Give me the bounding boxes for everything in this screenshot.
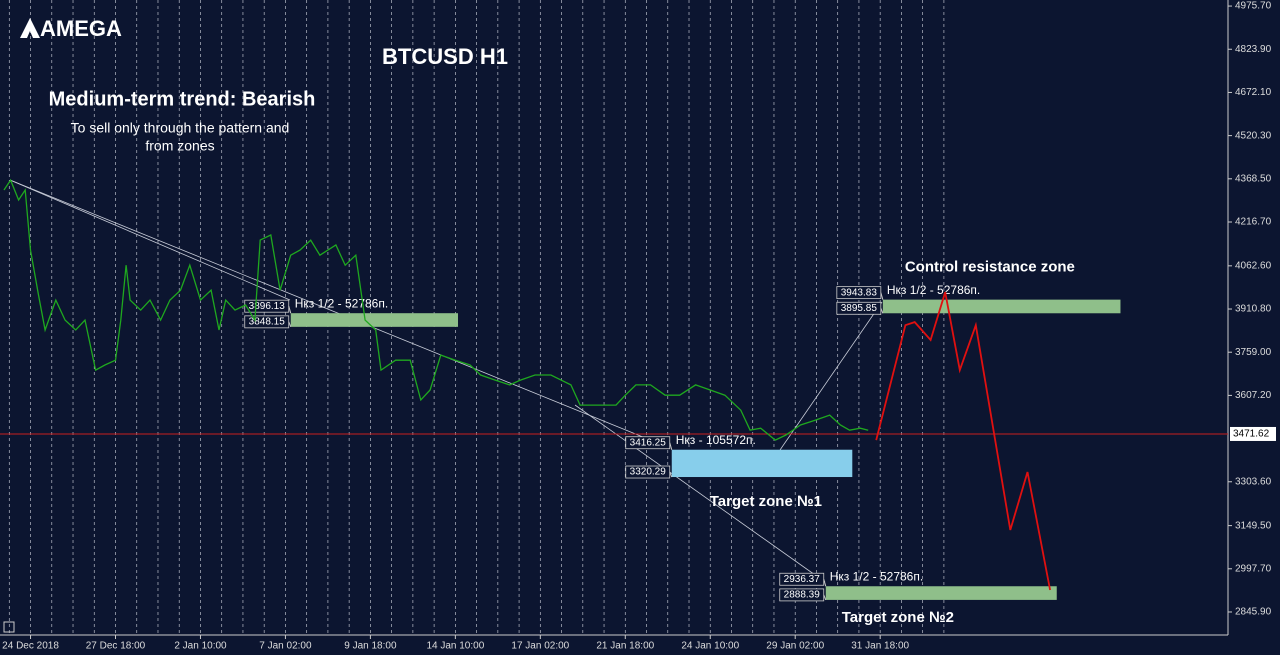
logo-icon xyxy=(20,18,40,38)
y-tick-label: 3759.00 xyxy=(1235,347,1272,358)
y-tick-label: 3149.50 xyxy=(1235,520,1272,531)
y-tick-label: 3910.80 xyxy=(1235,304,1272,315)
grid xyxy=(8,0,945,635)
zone-caption: Нкз 1/2 - 52786п. xyxy=(295,296,388,310)
zone-caption: Нкз 1/2 - 52786п. xyxy=(887,283,980,297)
x-tick-label: 27 Dec 18:00 xyxy=(86,641,146,652)
y-tick-label: 4520.30 xyxy=(1235,130,1272,141)
subtitle: Medium-term trend: Bearish xyxy=(49,88,316,110)
x-tick-label: 2 Jan 10:00 xyxy=(174,641,227,652)
zone-caption: Нкз 1/2 - 52786п. xyxy=(830,569,923,583)
last-price-label: 3471.62 xyxy=(1233,429,1270,440)
x-tick-label: 14 Jan 10:00 xyxy=(426,641,484,652)
x-tick-label: 29 Jan 02:00 xyxy=(766,641,824,652)
price-line xyxy=(3,178,869,441)
logo: AMEGA xyxy=(20,16,122,41)
zone-title: Target zone №2 xyxy=(842,609,954,626)
y-tick-label: 2845.90 xyxy=(1235,607,1272,618)
x-tick-label: 9 Jan 18:00 xyxy=(344,641,397,652)
forecast-line xyxy=(875,291,1051,591)
zone xyxy=(671,449,853,478)
zone-price: 3943.83 xyxy=(841,287,878,298)
y-tick-label: 4368.50 xyxy=(1235,173,1272,184)
zone-title: Control resistance zone xyxy=(905,259,1075,276)
logo-text: AMEGA xyxy=(40,16,122,41)
zone-price: 2936.37 xyxy=(784,574,821,585)
y-tick-label: 3607.20 xyxy=(1235,390,1272,401)
zone-title: Target zone №1 xyxy=(710,493,822,510)
zone xyxy=(882,299,1121,314)
trendlines xyxy=(9,179,883,583)
zone-caption: Нкз - 105572п. xyxy=(676,433,756,447)
price-box-leader xyxy=(288,321,292,328)
scroll-icon xyxy=(3,621,15,633)
price-box-leader xyxy=(823,594,827,601)
trendline xyxy=(9,179,666,447)
price-box-leader xyxy=(669,471,673,478)
trendline xyxy=(779,301,883,451)
price-box-leader xyxy=(880,308,884,314)
price-box-leader xyxy=(288,306,292,314)
trendline xyxy=(9,179,291,301)
annotation: To sell only through the pattern and xyxy=(71,120,290,136)
zone-price: 3848.15 xyxy=(249,316,286,327)
y-tick-label: 4672.10 xyxy=(1235,87,1272,98)
zone-price: 2888.39 xyxy=(784,590,821,601)
x-tick-label: 21 Jan 18:00 xyxy=(596,641,654,652)
x-tick-label: 17 Jan 02:00 xyxy=(511,641,569,652)
x-tick-label: 24 Dec 2018 xyxy=(2,641,59,652)
zone xyxy=(825,586,1057,600)
y-tick-label: 4062.60 xyxy=(1235,260,1272,271)
trendline xyxy=(574,404,826,583)
chart-title: BTCUSD H1 xyxy=(382,44,508,69)
x-tick-label: 31 Jan 18:00 xyxy=(851,641,909,652)
y-tick-label: 4216.70 xyxy=(1235,217,1272,228)
y-tick-label: 2997.70 xyxy=(1235,563,1272,574)
zone-price: 3896.13 xyxy=(249,301,286,312)
price-box-leader xyxy=(823,579,827,587)
zone-price: 3320.29 xyxy=(630,467,667,478)
y-tick-label: 4823.90 xyxy=(1235,44,1272,55)
y-tick-label: 4975.70 xyxy=(1235,1,1272,12)
price-box-leader xyxy=(669,442,673,450)
last-price-box xyxy=(1230,426,1276,441)
y-tick-label: 3303.60 xyxy=(1235,476,1272,487)
x-tick-label: 24 Jan 10:00 xyxy=(681,641,739,652)
zone-price: 3416.25 xyxy=(630,437,667,448)
zone xyxy=(290,313,459,327)
zone-price: 3895.85 xyxy=(841,303,878,314)
x-tick-label: 7 Jan 02:00 xyxy=(259,641,312,652)
annotation: from zones xyxy=(145,138,214,154)
price-box-leader xyxy=(880,292,884,300)
